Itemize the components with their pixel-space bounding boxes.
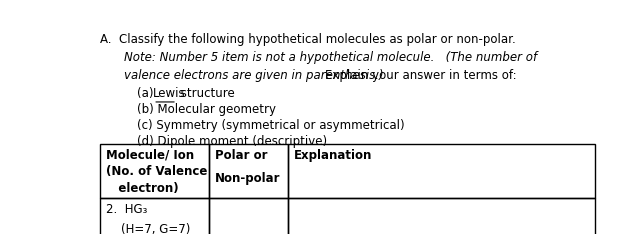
Text: Explanation: Explanation [294, 149, 372, 162]
Bar [208, 198, 288, 234]
Text: electron): electron) [105, 182, 178, 194]
Text: valence electrons are given in parenthesis.): valence electrons are given in parenthes… [125, 69, 392, 82]
Text: Note: Number 5 item is not a hypothetical molecule.   (The number of: Note: Number 5 item is not a hypothetica… [125, 51, 537, 64]
Text: (H=7, G=7): (H=7, G=7) [105, 223, 190, 234]
Text: 2.  HG₃: 2. HG₃ [105, 203, 147, 216]
Bar [100, 144, 208, 198]
Bar [208, 144, 288, 198]
Text: (a): (a) [137, 87, 157, 100]
Text: A.  Classify the following hypothetical molecules as polar or non-polar.: A. Classify the following hypothetical m… [100, 33, 516, 47]
Text: Molecule/ Ion: Molecule/ Ion [105, 149, 194, 162]
Text: (c) Symmetry (symmetrical or asymmetrical): (c) Symmetry (symmetrical or asymmetrica… [137, 119, 404, 132]
Text: Non-polar: Non-polar [215, 172, 280, 185]
Text: Lewis: Lewis [153, 87, 186, 100]
Text: (b) Molecular geometry: (b) Molecular geometry [137, 103, 276, 116]
Text: (No. of Valence: (No. of Valence [105, 165, 207, 178]
Bar [288, 198, 595, 234]
Bar [100, 198, 208, 234]
Text: Explain your answer in terms of:: Explain your answer in terms of: [325, 69, 517, 82]
Text: Polar or: Polar or [215, 149, 267, 162]
Text: (d) Dipole moment (descriptive): (d) Dipole moment (descriptive) [137, 135, 327, 148]
Bar [288, 144, 595, 198]
Text: structure: structure [177, 87, 235, 100]
